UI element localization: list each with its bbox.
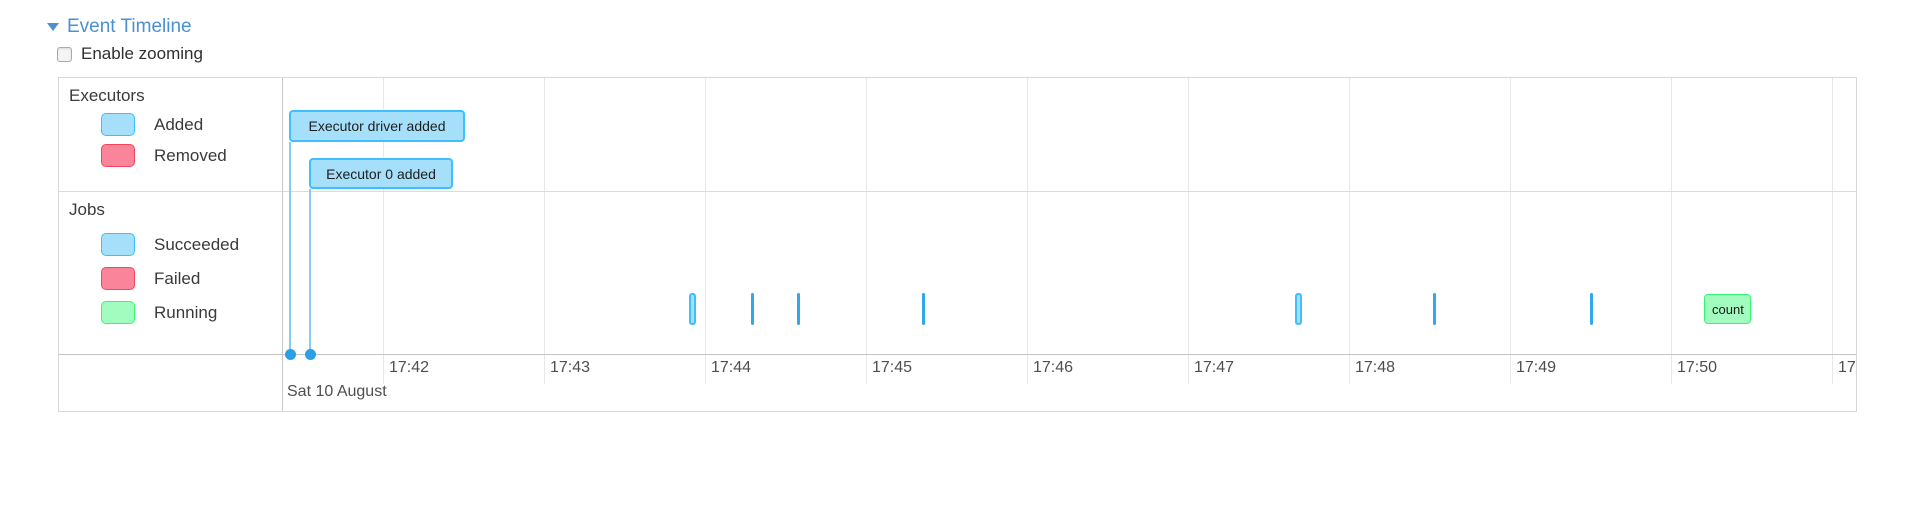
timeline-gridline <box>1188 78 1189 384</box>
timeline-gridline <box>1671 78 1672 384</box>
running-swatch-icon <box>101 301 135 324</box>
executor-event-box[interactable]: Executor driver added <box>289 110 465 142</box>
time-tick-label: 17:48 <box>1355 359 1396 376</box>
legend-item-failed: Failed <box>101 267 200 290</box>
event-timeline-panel: Executors Added Removed Jobs Succeeded F… <box>58 77 1857 412</box>
legend-group-jobs: Jobs <box>69 200 105 219</box>
timeline-gridline <box>1510 78 1511 384</box>
job-succeeded-tick[interactable] <box>797 293 800 325</box>
legend-separator-line <box>282 78 283 411</box>
job-succeeded-tick[interactable] <box>1590 293 1593 325</box>
timeline-gridline <box>866 78 867 384</box>
legend-label: Succeeded <box>154 234 240 254</box>
legend-item-added: Added <box>101 113 203 136</box>
enable-zooming-label: Enable zooming <box>81 44 203 63</box>
removed-swatch-icon <box>101 144 135 167</box>
legend-item-succeeded: Succeeded <box>101 233 239 256</box>
timeline-gridline <box>1349 78 1350 384</box>
job-succeeded-tick[interactable] <box>922 293 925 325</box>
time-tick-label: 17:51 <box>1838 359 1856 376</box>
time-tick-label: 17:47 <box>1194 359 1235 376</box>
legend-item-removed: Removed <box>101 144 227 167</box>
legend-label: Failed <box>154 268 201 288</box>
executor-event-box[interactable]: Executor 0 added <box>309 158 453 189</box>
time-tick-label: 17:46 <box>1033 359 1074 376</box>
job-succeeded-tick[interactable] <box>751 293 754 325</box>
succeeded-swatch-icon <box>101 233 135 256</box>
timeline-gridline <box>1027 78 1028 384</box>
legend-label: Removed <box>154 145 227 165</box>
legend-group-executors: Executors <box>69 86 145 105</box>
time-tick-label: 17:50 <box>1677 359 1718 376</box>
time-axis-line <box>59 354 1856 355</box>
timeline-gridline <box>1832 78 1833 384</box>
job-running-box[interactable]: count <box>1704 294 1751 324</box>
group-separator-line <box>59 191 1856 192</box>
failed-swatch-icon <box>101 267 135 290</box>
timeline-gridline <box>544 78 545 384</box>
executor-event-line <box>289 142 291 354</box>
job-succeeded-tick[interactable] <box>1295 293 1302 325</box>
event-timeline-toggle[interactable]: Event Timeline <box>47 16 192 38</box>
time-tick-label: 17:42 <box>389 359 430 376</box>
timeline-gridline <box>383 78 384 384</box>
event-timeline-title[interactable]: Event Timeline <box>67 16 192 37</box>
executor-event-dot <box>285 349 296 360</box>
time-tick-label: 17:49 <box>1516 359 1557 376</box>
time-tick-label: 17:44 <box>711 359 752 376</box>
timeline-gridline <box>705 78 706 384</box>
date-label: Sat 10 August <box>287 383 387 400</box>
job-succeeded-tick[interactable] <box>689 293 696 325</box>
enable-zooming-row: Enable zooming <box>57 44 203 64</box>
enable-zooming-checkbox[interactable] <box>57 46 72 62</box>
executor-event-dot <box>305 349 316 360</box>
executor-event-line <box>309 189 311 354</box>
job-succeeded-tick[interactable] <box>1433 293 1436 325</box>
time-tick-label: 17:45 <box>872 359 913 376</box>
legend-label: Running <box>154 302 218 322</box>
time-tick-label: 17:43 <box>550 359 591 376</box>
caret-down-icon <box>47 23 59 31</box>
legend-item-running: Running <box>101 301 217 324</box>
added-swatch-icon <box>101 113 135 136</box>
legend-label: Added <box>154 114 204 134</box>
